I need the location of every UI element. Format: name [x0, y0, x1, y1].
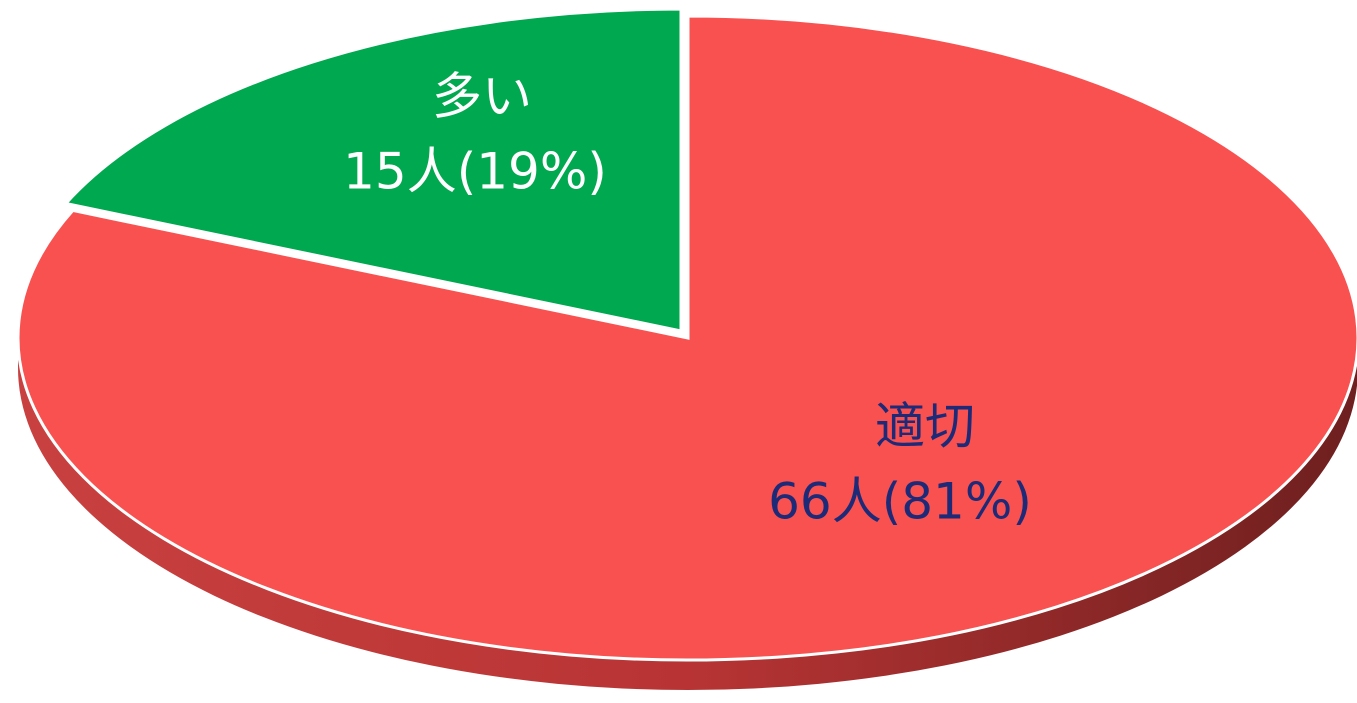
slice: [62, 7, 683, 333]
slice: [16, 14, 1357, 662]
slice-value-label: 66人(81%): [768, 473, 1032, 531]
slice-value-label: 15人(19%): [343, 143, 607, 201]
slice-category-label: 適切: [875, 398, 975, 456]
slice-category-label: 多い: [432, 68, 532, 126]
